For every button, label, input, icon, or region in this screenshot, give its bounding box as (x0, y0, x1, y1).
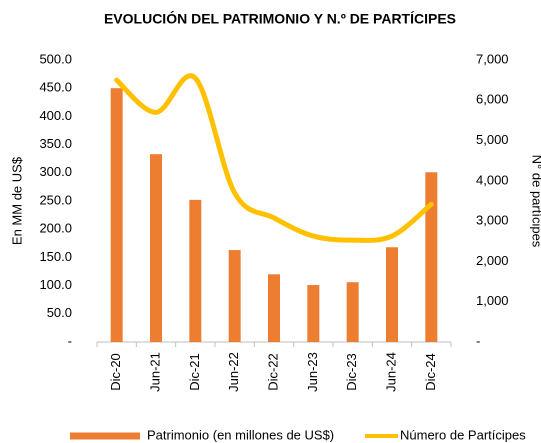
y2-tick-label: 2,000 (476, 253, 509, 268)
bar (346, 282, 359, 342)
y-tick-label: 150.0 (39, 249, 72, 264)
y2-tick-label: 3,000 (476, 213, 509, 228)
y-tick-label: 350.0 (39, 136, 72, 151)
y-tick-label: - (68, 333, 72, 348)
y-tick-label: 200.0 (39, 221, 72, 236)
y-tick-label: 500.0 (39, 51, 72, 66)
bar (110, 88, 123, 342)
y2-axis-label: N° de partícipes (530, 155, 541, 248)
legend-label: Patrimonio (en millones de US$) (147, 427, 334, 442)
y-axis-label: En MM de US$ (9, 156, 24, 245)
bar (386, 247, 398, 342)
x-tick-label: Dic-24 (423, 353, 438, 391)
y-tick-label: 400.0 (39, 108, 72, 123)
x-tick-label: Dic-21 (187, 353, 202, 391)
bar (425, 172, 438, 342)
y2-tick-label: 4,000 (476, 172, 509, 187)
legend-label: Número de Partícipes (400, 427, 526, 442)
x-tick-label: Jun-24 (383, 352, 398, 392)
y-tick-label: 450.0 (39, 80, 72, 95)
y2-tick-label: - (476, 333, 480, 348)
chart-title: EVOLUCIÓN DEL PATRIMONIO Y N.º DE PARTÍC… (104, 10, 456, 27)
y-tick-label: 50.0 (47, 305, 72, 320)
bar (307, 285, 320, 342)
y-tick-label: 250.0 (39, 192, 72, 207)
y2-tick-label: 1,000 (476, 293, 509, 308)
x-tick-label: Dic-22 (265, 353, 280, 391)
bar (189, 199, 202, 342)
bar (150, 154, 162, 342)
y-tick-label: 300.0 (39, 164, 72, 179)
x-tick-label: Dic-20 (108, 353, 123, 391)
x-tick-label: Jun-21 (147, 352, 162, 392)
x-tick-label: Jun-22 (226, 352, 241, 392)
x-tick-label: Dic-23 (344, 353, 359, 391)
line (114, 73, 434, 243)
bar (228, 250, 241, 342)
y2-tick-label: 7,000 (476, 51, 509, 66)
bar (268, 274, 280, 342)
y2-tick-label: 6,000 (476, 92, 509, 107)
y2-tick-label: 5,000 (476, 132, 509, 147)
x-tick-label: Jun-23 (305, 352, 320, 392)
y-tick-label: 100.0 (39, 277, 72, 292)
